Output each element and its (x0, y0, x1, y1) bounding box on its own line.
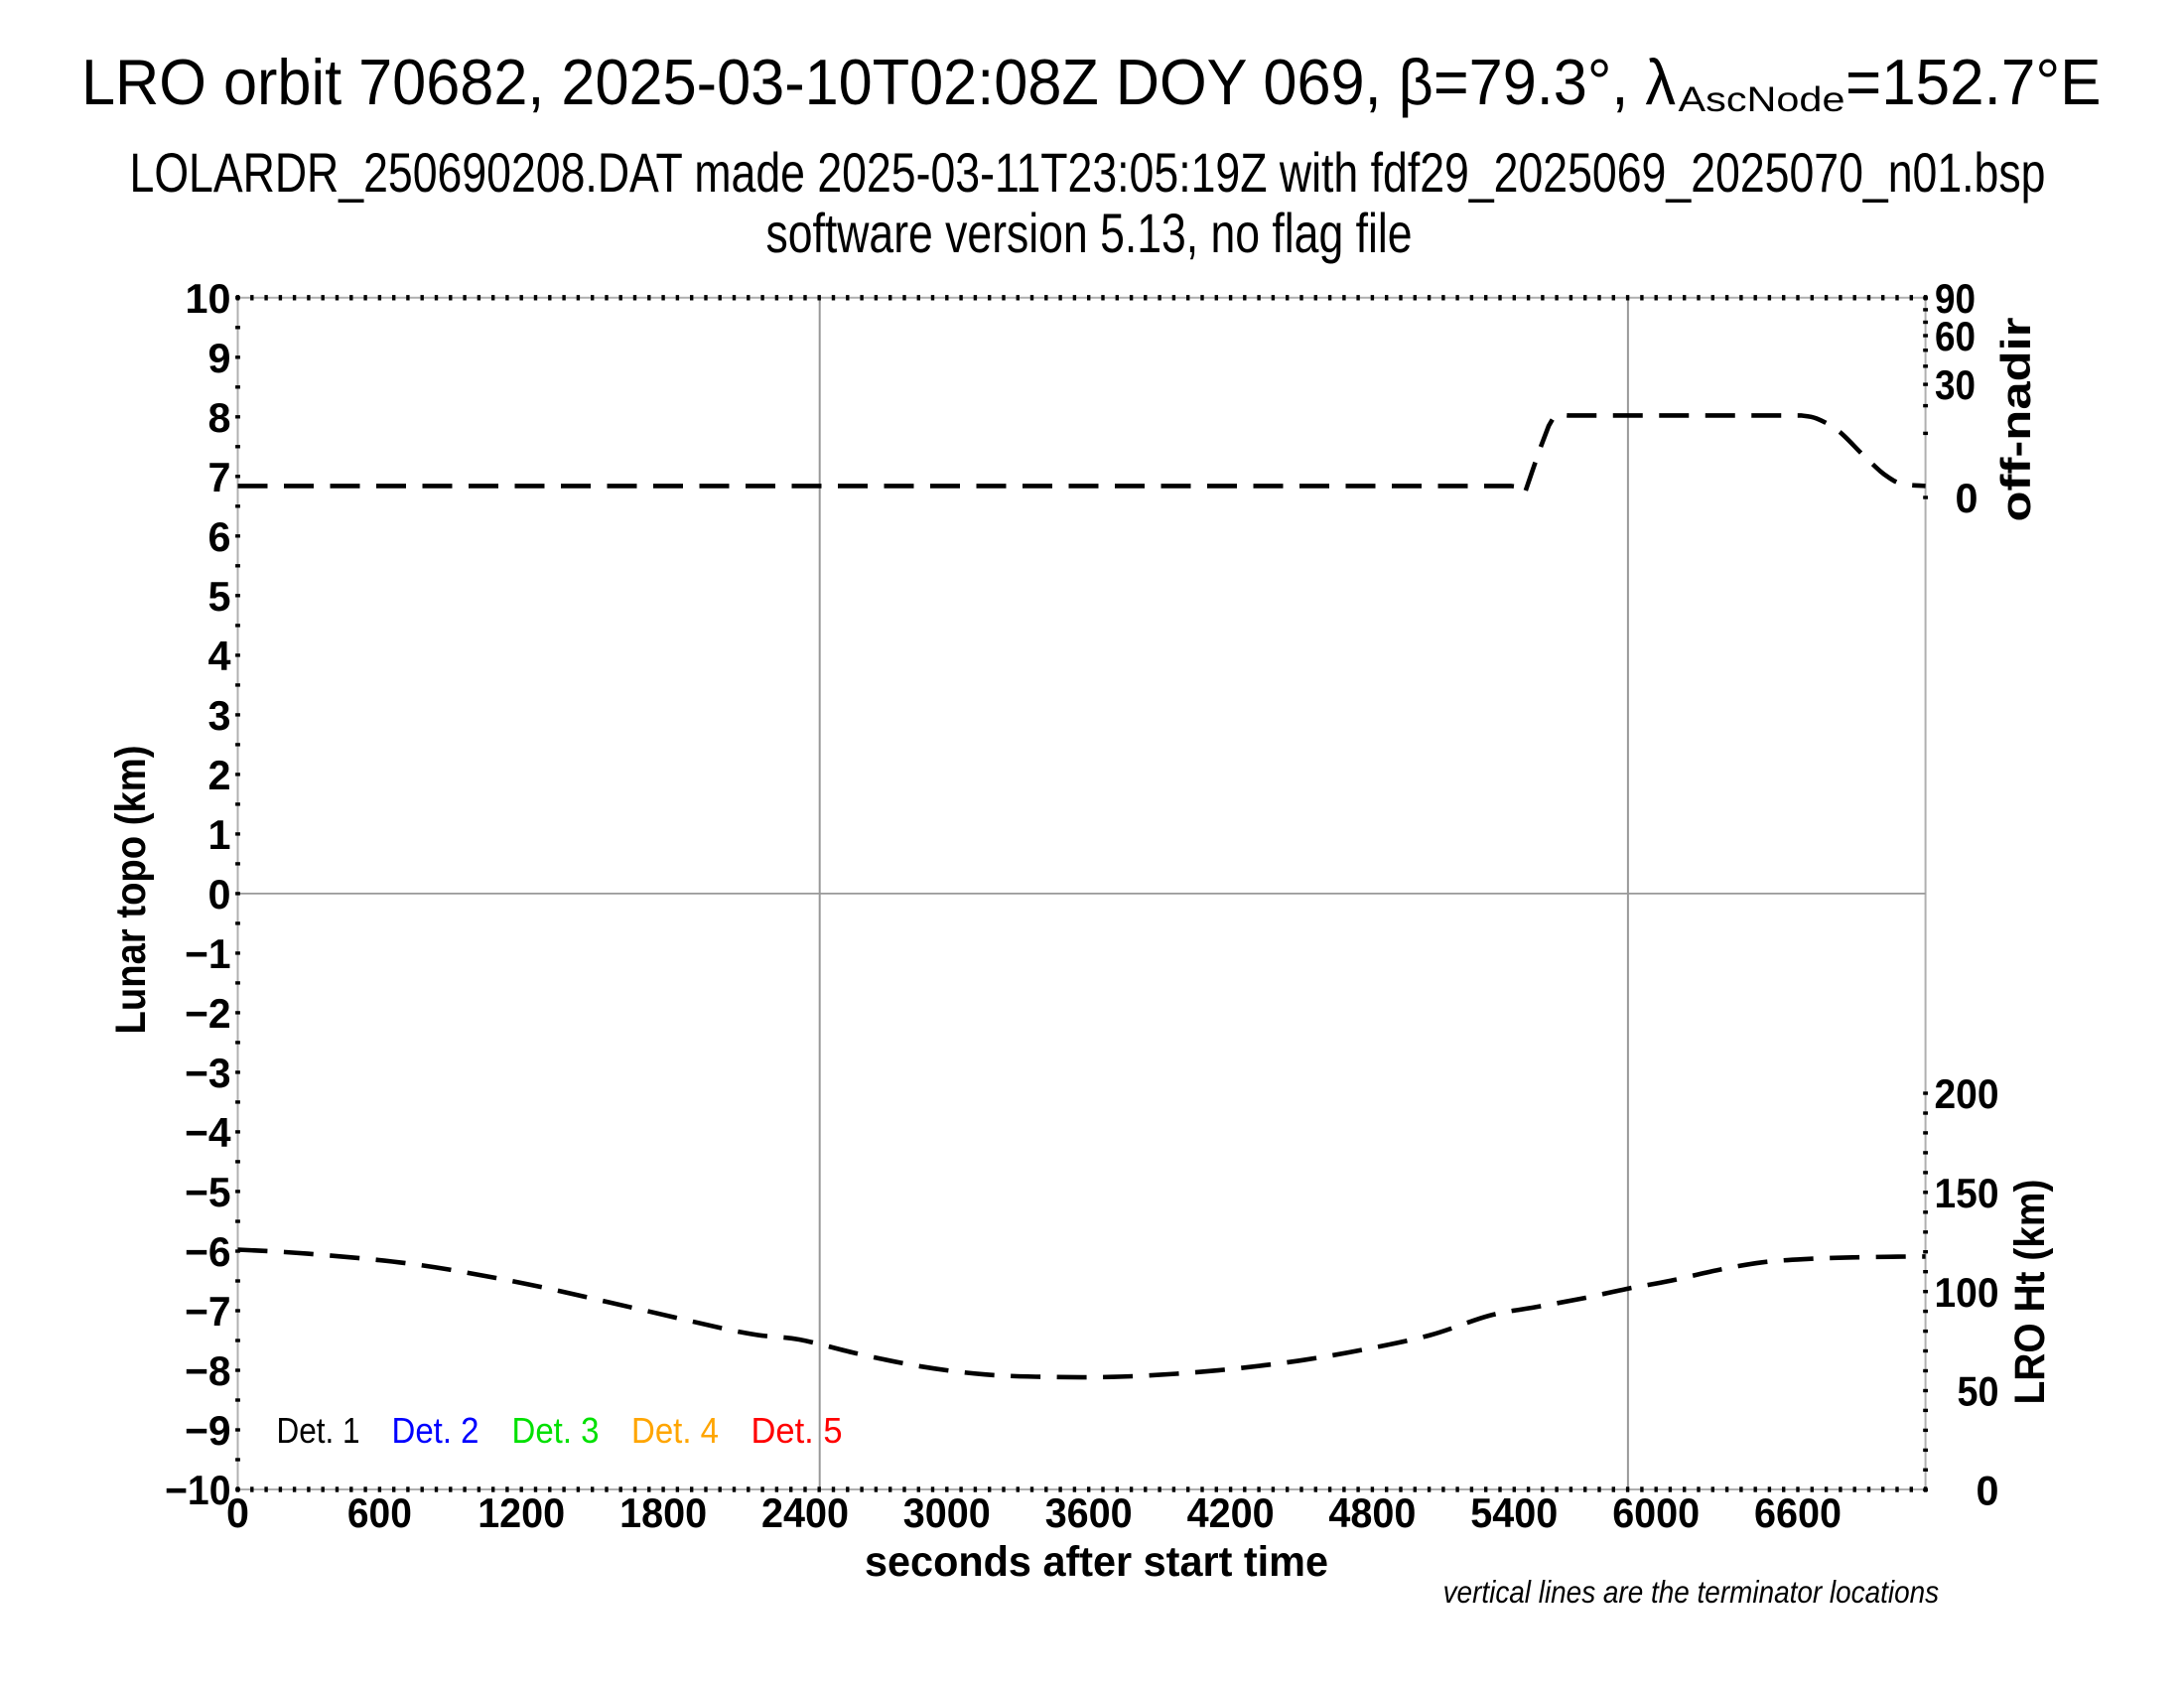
svg-text:vertical lines are the termina: vertical lines are the terminator locati… (1443, 1574, 1940, 1610)
svg-text:AscNode: AscNode (1679, 80, 1845, 119)
svg-text:600: 600 (347, 1489, 412, 1536)
svg-text:9: 9 (208, 335, 231, 381)
svg-text:Det. 2: Det. 2 (392, 1410, 479, 1451)
svg-text:2: 2 (208, 752, 231, 798)
svg-text:1800: 1800 (619, 1489, 707, 1536)
svg-text:6000: 6000 (1612, 1489, 1700, 1536)
svg-text:0: 0 (208, 871, 231, 917)
svg-text:6600: 6600 (1754, 1489, 1842, 1536)
svg-text:0: 0 (226, 1489, 249, 1536)
svg-text:90: 90 (1935, 275, 1976, 322)
svg-text:Det. 1: Det. 1 (277, 1410, 360, 1451)
svg-text:7: 7 (208, 454, 231, 500)
svg-text:4: 4 (208, 633, 232, 679)
svg-text:Det. 5: Det. 5 (751, 1410, 843, 1451)
svg-text:1200: 1200 (478, 1489, 565, 1536)
svg-text:−10: −10 (165, 1467, 231, 1513)
svg-text:0: 0 (1977, 1467, 1999, 1513)
svg-text:200: 200 (1935, 1070, 1999, 1117)
svg-text:Det. 3: Det. 3 (512, 1410, 600, 1451)
svg-text:30: 30 (1935, 361, 1976, 408)
svg-text:3: 3 (208, 692, 231, 739)
svg-text:5: 5 (208, 573, 231, 620)
svg-text:−3: −3 (185, 1050, 231, 1096)
svg-text:−8: −8 (185, 1347, 231, 1394)
svg-text:−6: −6 (185, 1228, 231, 1275)
svg-text:LRO orbit 70682, 2025-03-10T02: LRO orbit 70682, 2025-03-10T02:08Z DOY 0… (81, 46, 1676, 118)
svg-text:5400: 5400 (1470, 1489, 1558, 1536)
svg-text:−7: −7 (185, 1288, 231, 1335)
svg-text:100: 100 (1935, 1269, 1999, 1316)
svg-text:6: 6 (208, 513, 231, 560)
svg-text:Det. 4: Det. 4 (631, 1410, 719, 1451)
svg-text:software version 5.13, no flag: software version 5.13, no flag file (766, 202, 1413, 264)
svg-text:LRO Ht (km): LRO Ht (km) (2006, 1180, 2054, 1405)
svg-text:−1: −1 (185, 930, 231, 977)
svg-text:60: 60 (1935, 313, 1976, 359)
svg-text:4200: 4200 (1187, 1489, 1275, 1536)
svg-text:1: 1 (208, 811, 231, 858)
svg-text:8: 8 (208, 394, 231, 441)
svg-text:4800: 4800 (1328, 1489, 1416, 1536)
svg-text:LOLARDR_250690208.DAT made 202: LOLARDR_250690208.DAT made 2025-03-11T23… (130, 141, 2046, 204)
svg-text:0: 0 (1956, 475, 1979, 521)
svg-text:3000: 3000 (903, 1489, 991, 1536)
svg-text:off-nadir: off-nadir (1992, 318, 2039, 522)
svg-text:150: 150 (1935, 1170, 1999, 1216)
svg-text:50: 50 (1958, 1368, 1999, 1415)
svg-text:3600: 3600 (1045, 1489, 1133, 1536)
svg-text:2400: 2400 (761, 1489, 849, 1536)
svg-text:−5: −5 (185, 1169, 231, 1215)
svg-text:10: 10 (186, 275, 231, 322)
svg-text:−4: −4 (185, 1109, 231, 1156)
svg-text:Lunar topo (km): Lunar topo (km) (107, 746, 155, 1035)
svg-text:seconds after start time: seconds after start time (865, 1538, 1328, 1586)
svg-text:−9: −9 (185, 1407, 231, 1454)
svg-text:−2: −2 (185, 990, 231, 1037)
svg-text:=152.7°E: =152.7°E (1845, 46, 2102, 118)
